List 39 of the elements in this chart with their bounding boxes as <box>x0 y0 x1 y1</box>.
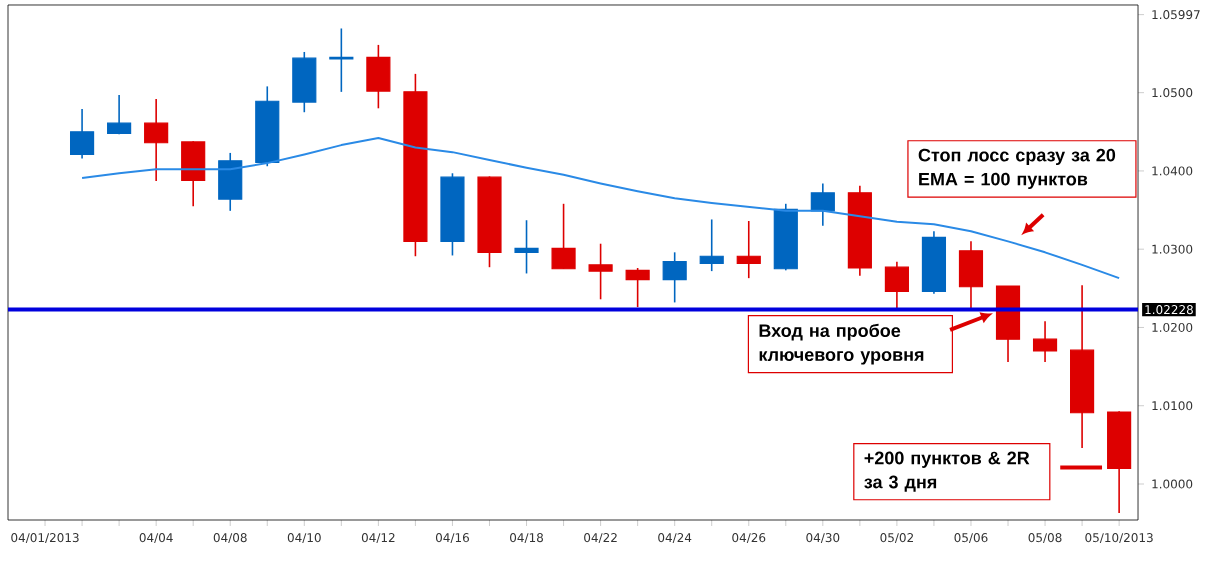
annotation: +200 пунктов & 2R за 3 дня <box>864 451 1030 492</box>
x-tick-label: 04/12 <box>361 533 395 544</box>
x-tick-label: 04/22 <box>584 533 617 544</box>
x-tick-label: 04/18 <box>510 533 543 544</box>
candlestick <box>588 242 613 301</box>
candlestick <box>699 218 724 272</box>
x-tick-label: 05/08 <box>1028 533 1062 544</box>
annotation: Вход на пробое ключевого уровня <box>759 323 924 365</box>
candlestick <box>662 251 687 304</box>
candlestick <box>107 94 132 135</box>
candlestick <box>514 219 539 275</box>
y-tick-label: 1.0300 <box>1152 244 1193 254</box>
candlestick <box>551 203 576 270</box>
candlestick <box>810 182 835 227</box>
x-tick-label: 05/02 <box>880 533 913 544</box>
candlestick <box>1032 320 1058 363</box>
y-tick-label: 1.0100 <box>1152 401 1193 411</box>
y-tick-label: 1.0200 <box>1152 322 1193 332</box>
candlestick <box>625 267 650 308</box>
candlestick <box>736 220 761 279</box>
y-tick-label: 1.05997 <box>1152 10 1200 20</box>
x-tick-label: 04/24 <box>658 533 692 544</box>
y-tick-label: 1.0500 <box>1152 88 1193 98</box>
x-tick-label: 04/08 <box>213 533 247 544</box>
candlestick <box>144 98 169 182</box>
x-tick-label: 04/01/2013 <box>11 533 79 544</box>
x-tick-label: 04/16 <box>435 533 469 544</box>
candlestick <box>329 27 354 93</box>
x-tick-label: 04/04 <box>139 533 173 544</box>
y-tick-label: 1.0000 <box>1152 479 1193 489</box>
x-tick-label: 04/30 <box>806 533 840 544</box>
x-tick-label: 04/26 <box>732 533 766 544</box>
ref-line-label: 1.02228 <box>1145 305 1193 315</box>
annotation: Стоп лосс сразу за 20 EMA = 100 пунктов <box>918 148 1116 190</box>
y-tick-label: 1.0400 <box>1152 166 1193 176</box>
x-tick-label: 05/06 <box>954 533 988 544</box>
x-tick-label: 05/10/2013 <box>1085 533 1153 544</box>
x-tick-label: 04/10 <box>287 533 321 544</box>
candlestick <box>70 108 95 160</box>
